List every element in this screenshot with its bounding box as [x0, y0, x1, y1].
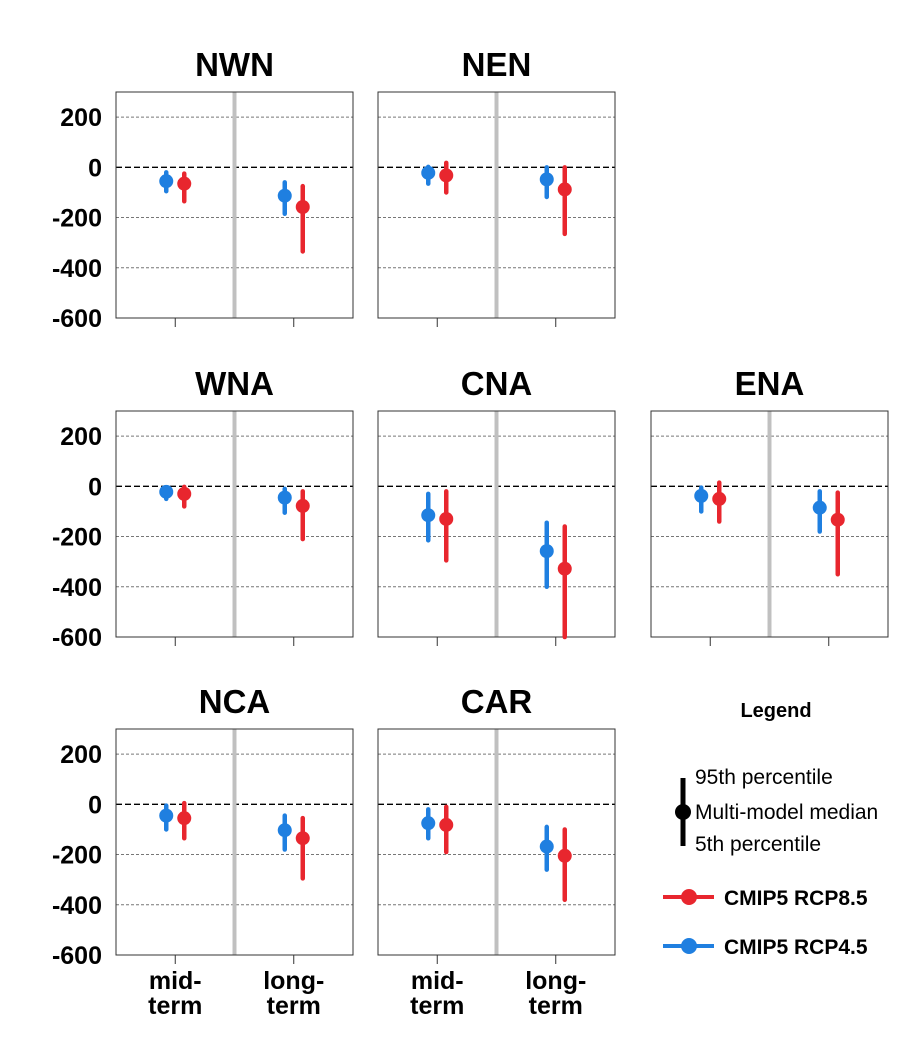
x-tick-label: term	[267, 992, 321, 1020]
median-point	[295, 498, 310, 513]
panel-frame	[377, 91, 616, 319]
median-point	[177, 811, 192, 826]
median-point	[177, 176, 192, 191]
x-tick-label: mid-	[411, 967, 464, 995]
median-point	[421, 816, 436, 831]
x-tick-label: long-	[525, 967, 586, 995]
median-point	[712, 491, 727, 506]
y-tick-label: -400	[52, 574, 102, 602]
median-point	[539, 172, 554, 187]
panel-frame	[377, 728, 616, 956]
median-point	[277, 188, 292, 203]
panel-title: NEN	[462, 46, 532, 83]
median-point	[830, 512, 845, 527]
median-point	[557, 848, 572, 863]
y-tick-label: -200	[52, 205, 102, 233]
median-point	[694, 488, 709, 503]
median-point	[439, 511, 454, 526]
panel-frame	[115, 728, 354, 956]
legend: Legend 95th percentile Multi-model media…	[663, 700, 878, 959]
legend-rcp45-dot	[681, 938, 697, 954]
y-tick-label: -600	[52, 942, 102, 970]
median-point	[539, 839, 554, 854]
panel-frame	[377, 410, 616, 638]
median-point	[159, 174, 174, 189]
legend-rcp45-label: CMIP5 RCP4.5	[724, 936, 868, 959]
y-tick-label: 0	[88, 473, 102, 501]
panel-frame	[115, 410, 354, 638]
panel-title: NWN	[195, 46, 274, 83]
median-point	[277, 490, 292, 505]
panel-nen: NEN	[377, 46, 616, 327]
legend-p5-label: 5th percentile	[695, 833, 821, 856]
legend-p95-label: 95th percentile	[695, 766, 833, 789]
panel-wna: WNA 200 0 -200 -400 -600	[52, 365, 354, 652]
y-tick-label: 200	[60, 423, 102, 451]
median-point	[539, 544, 554, 559]
panel-frame	[650, 410, 889, 638]
panel-title: WNA	[195, 365, 274, 402]
x-tick-label: mid-	[149, 967, 202, 995]
y-tick-label: 0	[88, 791, 102, 819]
panel-nwn: NWN 200 0 -200 -400 -600	[52, 46, 354, 333]
median-point	[812, 500, 827, 515]
y-tick-label: -200	[52, 842, 102, 870]
x-tick-label: term	[148, 992, 202, 1020]
x-tick-label: long-	[263, 967, 324, 995]
median-point	[159, 484, 174, 499]
legend-median-label: Multi-model median	[695, 801, 878, 824]
median-point	[295, 831, 310, 846]
median-point	[177, 486, 192, 501]
legend-rcp85-dot	[681, 889, 697, 905]
y-tick-label: 0	[88, 154, 102, 182]
y-tick-label: -400	[52, 255, 102, 283]
median-point	[421, 508, 436, 523]
panel-title: CNA	[461, 365, 533, 402]
median-point	[295, 200, 310, 215]
x-tick-label: term	[529, 992, 583, 1020]
panel-cna: CNA	[377, 365, 616, 646]
legend-rcp85-label: CMIP5 RCP8.5	[724, 887, 868, 910]
panel-title: ENA	[735, 365, 805, 402]
median-point	[557, 561, 572, 576]
y-tick-label: -600	[52, 624, 102, 652]
panel-title: CAR	[461, 683, 533, 720]
median-point	[421, 165, 436, 180]
panel-ena: ENA	[650, 365, 889, 646]
median-point	[439, 168, 454, 183]
y-tick-label: -200	[52, 524, 102, 552]
y-tick-label: -600	[52, 305, 102, 333]
panels: NWN 200 0 -200 -400 -600 NEN WNA 200 0 -200 -400 -60…	[52, 46, 889, 1020]
median-point	[439, 817, 454, 832]
median-point	[277, 823, 292, 838]
y-tick-label: -400	[52, 892, 102, 920]
legend-title: Legend	[740, 700, 811, 722]
y-tick-label: 200	[60, 104, 102, 132]
median-point	[557, 182, 572, 197]
panel-frame	[115, 91, 354, 319]
panel-title: NCA	[199, 683, 271, 720]
legend-median-dot	[675, 804, 691, 820]
median-point	[159, 808, 174, 823]
y-tick-label: 200	[60, 741, 102, 769]
x-tick-label: term	[410, 992, 464, 1020]
